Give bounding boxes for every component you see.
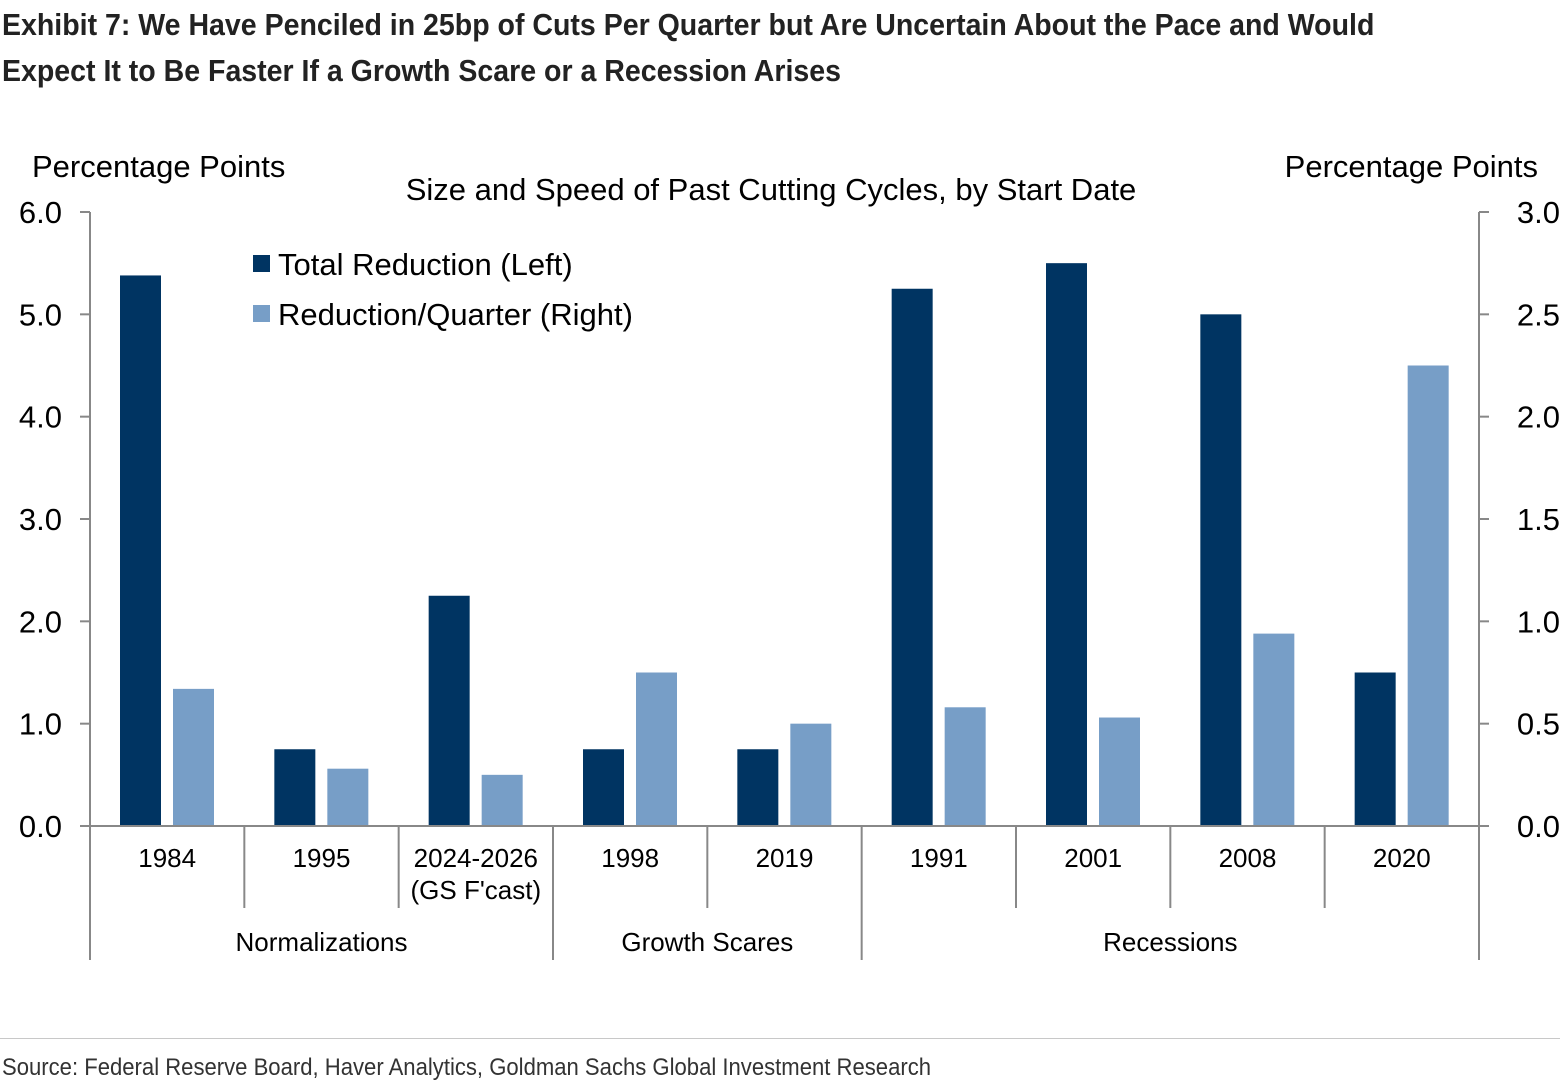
right-tick-label: 0.5 bbox=[1517, 707, 1560, 742]
right-axis-label: Percentage Points bbox=[1285, 149, 1538, 184]
right-tick-label: 0.0 bbox=[1517, 809, 1560, 844]
bar-reduction-per-quarter bbox=[481, 774, 523, 826]
bar-total-reduction bbox=[583, 749, 624, 826]
right-tick-label: 2.5 bbox=[1517, 297, 1560, 332]
left-tick-label: 1.0 bbox=[19, 707, 62, 742]
chart: Percentage Points Percentage Points Size… bbox=[19, 149, 1560, 960]
right-tick-label: 2.0 bbox=[1517, 400, 1560, 435]
category-label: 2024-2026 bbox=[414, 843, 538, 873]
chart-subtitle: Size and Speed of Past Cutting Cycles, b… bbox=[406, 172, 1137, 207]
bar-reduction-per-quarter bbox=[1407, 365, 1449, 826]
left-tick-label: 3.0 bbox=[19, 502, 62, 537]
bar-reduction-per-quarter bbox=[636, 672, 677, 826]
left-tick-label: 5.0 bbox=[19, 297, 62, 332]
x-axis: 1984 1995 2024-2026(GS F'cast) 1998 2019 1991… bbox=[89, 825, 1480, 960]
group-label: Normalizations bbox=[236, 927, 408, 957]
right-axis: 0.0 0.5 1.0 1.5 2.0 2.5 3.0 bbox=[1478, 195, 1560, 844]
left-axis: 0.0 1.0 2.0 3.0 4.0 5.0 6.0 bbox=[19, 195, 91, 844]
legend-swatch bbox=[253, 305, 270, 322]
group-label: Growth Scares bbox=[621, 927, 793, 957]
bar-total-reduction bbox=[737, 749, 779, 826]
legend-label: Total Reduction (Left) bbox=[278, 247, 573, 282]
bar-total-reduction bbox=[120, 275, 161, 826]
left-axis-label: Percentage Points bbox=[32, 149, 285, 184]
category-label: (GS F'cast) bbox=[411, 875, 542, 905]
category-label: 2019 bbox=[756, 843, 814, 873]
category-label: 1995 bbox=[293, 843, 351, 873]
source-divider bbox=[0, 1038, 1560, 1039]
legend-label: Reduction/Quarter (Right) bbox=[278, 297, 633, 332]
bar-reduction-per-quarter bbox=[327, 768, 369, 826]
bar-total-reduction bbox=[1200, 314, 1242, 826]
legend: Total Reduction (Left) Reduction/Quarter … bbox=[253, 247, 633, 332]
bar-total-reduction bbox=[1046, 263, 1087, 827]
bar-reduction-per-quarter bbox=[1099, 717, 1140, 826]
left-tick-label: 2.0 bbox=[19, 604, 62, 639]
category-label: 1991 bbox=[910, 843, 968, 873]
chart-title: Exhibit 7: We Have Penciled in 25bp of C… bbox=[2, 7, 1375, 88]
left-tick-label: 6.0 bbox=[19, 195, 62, 230]
bar-reduction-per-quarter bbox=[790, 723, 832, 826]
left-tick-label: 0.0 bbox=[19, 809, 62, 844]
category-label: 2008 bbox=[1219, 843, 1277, 873]
category-label: 2001 bbox=[1064, 843, 1122, 873]
bar-total-reduction bbox=[1354, 672, 1396, 826]
source-note: Source: Federal Reserve Board, Haver Ana… bbox=[2, 1054, 932, 1081]
bar-reduction-per-quarter bbox=[1253, 633, 1295, 826]
bar-total-reduction bbox=[891, 288, 933, 826]
bars bbox=[120, 263, 1449, 827]
category-label: 1984 bbox=[138, 843, 196, 873]
category-label: 2020 bbox=[1373, 843, 1431, 873]
left-tick-label: 4.0 bbox=[19, 400, 62, 435]
right-tick-label: 1.5 bbox=[1517, 502, 1560, 537]
bar-reduction-per-quarter bbox=[173, 688, 214, 826]
legend-swatch bbox=[253, 255, 270, 272]
bar-reduction-per-quarter bbox=[944, 707, 986, 826]
category-label: 1998 bbox=[601, 843, 659, 873]
right-tick-label: 3.0 bbox=[1517, 195, 1560, 230]
group-label: Recessions bbox=[1103, 927, 1237, 957]
bar-total-reduction bbox=[274, 749, 316, 826]
bar-total-reduction bbox=[428, 595, 470, 826]
right-tick-label: 1.0 bbox=[1517, 604, 1560, 639]
